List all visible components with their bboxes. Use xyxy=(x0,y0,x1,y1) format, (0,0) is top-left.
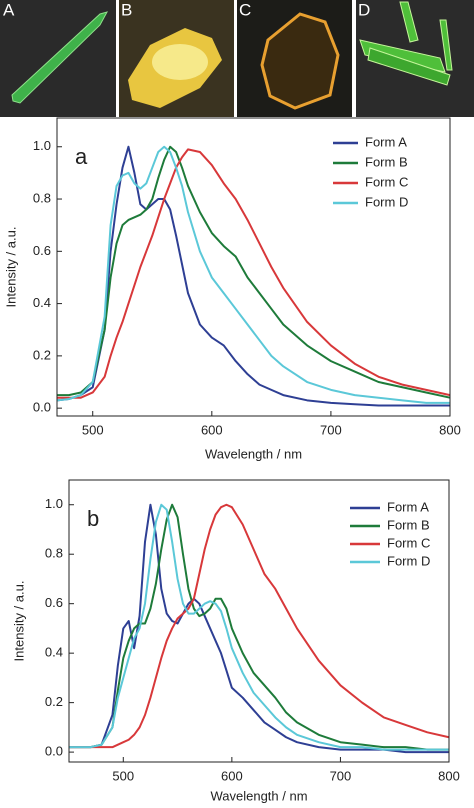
spectrum-line xyxy=(56,145,450,407)
x-tick-label: 500 xyxy=(82,422,104,437)
y-tick-label: 0.0 xyxy=(45,744,63,759)
y-axis-label: Intensity / a.u. xyxy=(3,227,18,308)
panel-label: a xyxy=(75,144,88,169)
panel-label: b xyxy=(87,506,99,531)
y-tick-label: 0.8 xyxy=(33,190,51,205)
photo-label: D xyxy=(358,0,370,19)
y-tick-label: 0.6 xyxy=(33,243,51,258)
y-tick-label: 0.6 xyxy=(45,595,63,610)
legend-label: Form D xyxy=(365,194,408,209)
spectrum-line xyxy=(69,503,449,751)
photo-label: B xyxy=(121,0,132,19)
crystal-b-glow xyxy=(152,44,208,80)
x-tick-label: 600 xyxy=(201,422,223,437)
photo-label: A xyxy=(3,0,15,19)
photo-strip: A B C D xyxy=(0,0,474,117)
x-axis-label: Wavelength / nm xyxy=(210,788,307,803)
crystal-d2 xyxy=(367,47,451,86)
y-axis-label: Intensity / a.u. xyxy=(11,581,26,662)
crystal-d3 xyxy=(399,1,419,43)
legend-label: Form C xyxy=(365,174,408,189)
y-tick-label: 0.8 xyxy=(45,546,63,561)
crystal-d1 xyxy=(359,39,446,73)
plot-frame xyxy=(56,117,451,417)
spectrum-line xyxy=(57,148,451,399)
spectrum-line xyxy=(69,503,449,754)
x-axis-label: Wavelength / nm xyxy=(205,446,302,461)
x-tick-label: 800 xyxy=(439,422,461,437)
legend-label: Form D xyxy=(387,553,430,568)
x-tick-label: 800 xyxy=(438,768,460,783)
crystal-d4 xyxy=(439,19,453,71)
spectrum-line xyxy=(69,503,450,749)
y-tick-label: 0.4 xyxy=(33,295,51,310)
y-tick-label: 1.0 xyxy=(45,496,63,511)
x-tick-label: 700 xyxy=(330,768,352,783)
plot-frame xyxy=(68,479,450,763)
y-tick-label: 0.0 xyxy=(33,400,51,415)
crystal-c xyxy=(260,12,340,110)
legend-label: Form B xyxy=(387,517,430,532)
legend-label: Form B xyxy=(365,154,408,169)
crystal-a xyxy=(11,11,109,104)
legend-label: Form A xyxy=(365,134,407,149)
y-tick-label: 0.4 xyxy=(45,645,63,660)
x-tick-label: 500 xyxy=(112,768,134,783)
y-tick-label: 1.0 xyxy=(33,138,51,153)
y-tick-label: 0.2 xyxy=(33,347,51,362)
x-tick-label: 700 xyxy=(320,422,342,437)
y-tick-label: 0.2 xyxy=(45,694,63,709)
photo-label: C xyxy=(239,0,251,19)
legend-label: Form C xyxy=(387,535,430,550)
spectrum-line xyxy=(57,145,451,399)
spectrum-line xyxy=(69,503,449,751)
x-tick-label: 600 xyxy=(221,768,243,783)
spectrum-line xyxy=(56,145,450,404)
legend-label: Form A xyxy=(387,499,429,514)
